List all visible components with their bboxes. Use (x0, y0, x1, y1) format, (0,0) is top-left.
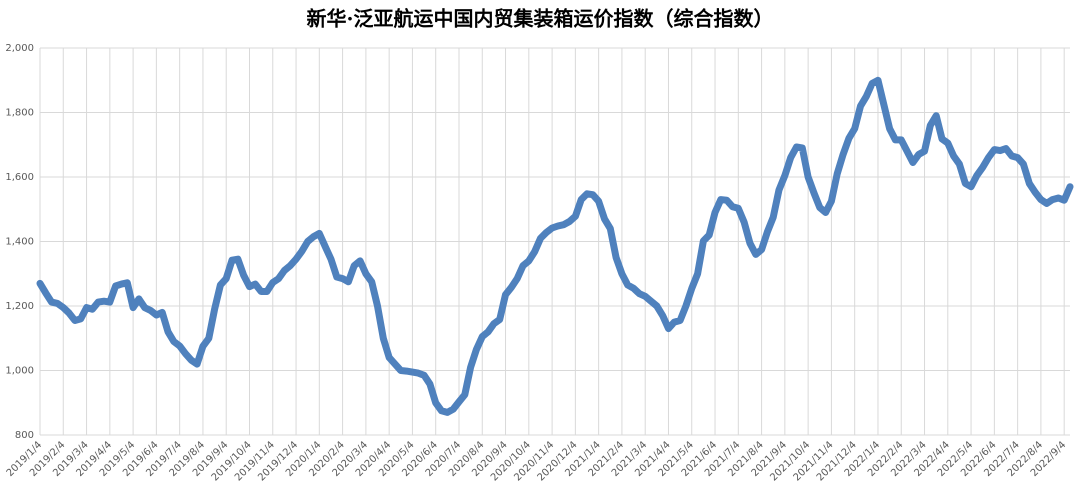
y-tick-label: 1,000 (5, 366, 34, 377)
y-tick-label: 800 (15, 430, 34, 441)
y-tick-label: 1,400 (5, 237, 34, 248)
chart-title: 新华·泛亚航运中国内贸集装箱运价指数（综合指数） (307, 7, 774, 31)
y-tick-label: 1,200 (5, 301, 34, 312)
y-tick-label: 2,000 (5, 43, 34, 54)
y-tick-label: 1,600 (5, 172, 34, 183)
data-line (36, 76, 1074, 416)
y-tick-label: 1,800 (5, 108, 34, 119)
